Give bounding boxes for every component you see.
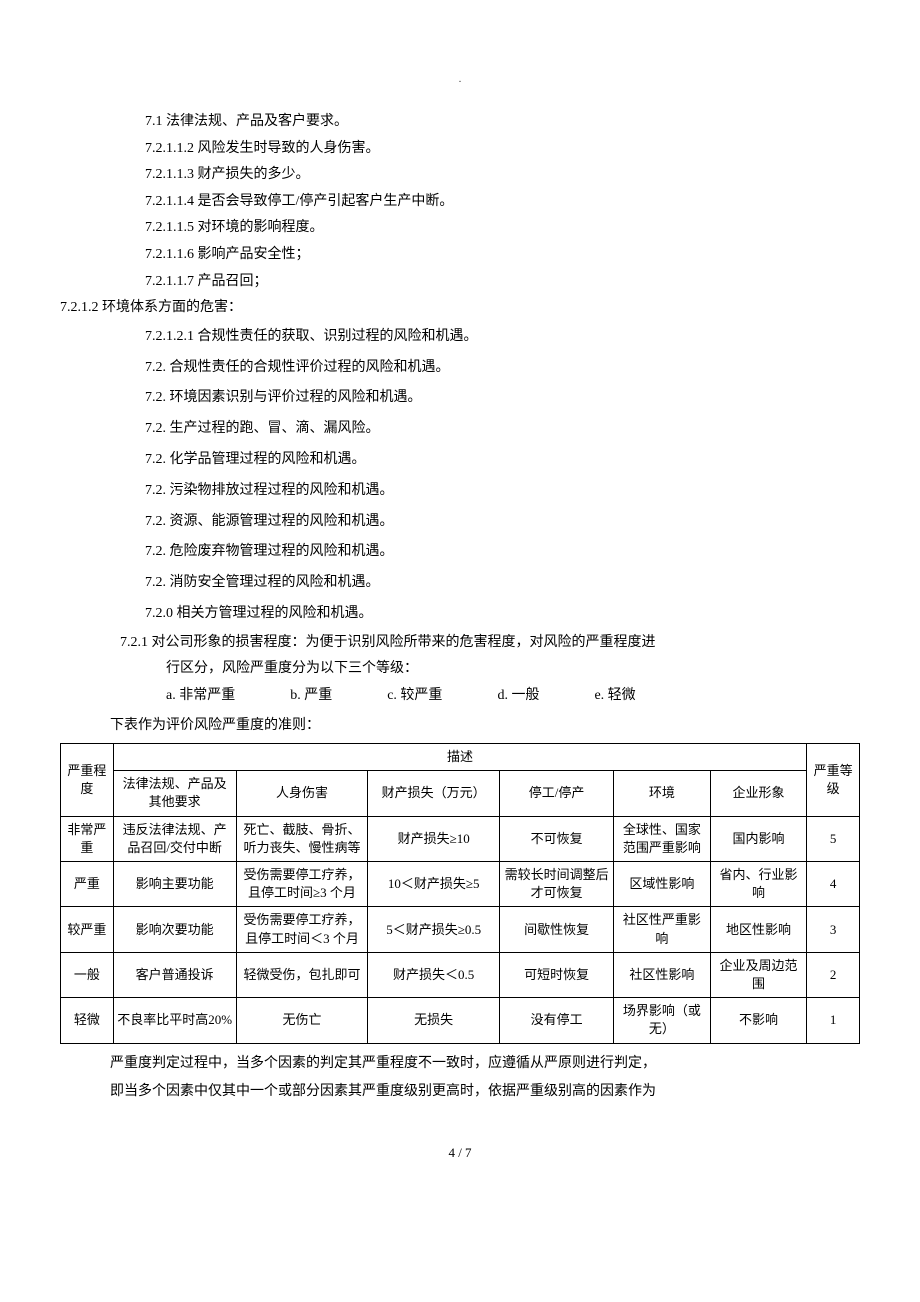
th-severity: 严重程度 xyxy=(61,744,114,817)
cell: 违反法律法规、产品召回/交付中断 xyxy=(113,816,236,861)
table-intro: 下表作为评价风险严重度的准则： xyxy=(110,713,860,740)
cell: 影响主要功能 xyxy=(113,862,236,907)
cell: 轻微 xyxy=(61,998,114,1043)
cell: 10＜财产损失≥5 xyxy=(368,862,500,907)
line-7212-header: 7.2.1.2 环境体系方面的危害： xyxy=(60,295,860,322)
th-desc: 描述 xyxy=(113,744,807,771)
cell: 4 xyxy=(807,862,860,907)
cell: 影响次要功能 xyxy=(113,907,236,952)
line-721-cont: 行区分，风险严重度分为以下三个等级： xyxy=(166,656,860,683)
line-72-resource: 7.2. 资源、能源管理过程的风险和机遇。 xyxy=(145,507,860,538)
line-721: 7.2.1 对公司形象的损害程度：为便于识别风险所带来的危害程度，对风险的严重程… xyxy=(120,630,860,657)
cell: 无伤亡 xyxy=(236,998,368,1043)
post-table-2: 即当多个因素中仅其中一个或部分因素其严重度级别更高时，依据严重级别高的因素作为 xyxy=(110,1078,860,1106)
cell: 社区性影响 xyxy=(614,952,711,997)
cell: 1 xyxy=(807,998,860,1043)
line-72-chemical: 7.2. 化学品管理过程的风险和机遇。 xyxy=(145,445,860,476)
page-number: 4 / 7 xyxy=(60,1141,860,1166)
table-header-row1: 严重程度 描述 严重等级 xyxy=(61,744,860,771)
table-row: 严重 影响主要功能 受伤需要停工疗养，且停工时间≥3 个月 10＜财产损失≥5 … xyxy=(61,862,860,907)
sev-c: c. 较严重 xyxy=(387,683,442,710)
header-mark: . xyxy=(60,70,860,89)
cell: 5 xyxy=(807,816,860,861)
line-71: 7.1 法律法规、产品及客户要求。 xyxy=(145,109,860,136)
cell: 无损失 xyxy=(368,998,500,1043)
cell: 没有停工 xyxy=(500,998,614,1043)
cell: 区域性影响 xyxy=(614,862,711,907)
sev-b: b. 严重 xyxy=(290,683,332,710)
cell: 客户普通投诉 xyxy=(113,952,236,997)
cell: 场界影响（或无） xyxy=(614,998,711,1043)
cell: 一般 xyxy=(61,952,114,997)
table-row: 轻微 不良率比平时高20% 无伤亡 无损失 没有停工 场界影响（或无） 不影响 … xyxy=(61,998,860,1043)
line-72-production: 7.2. 生产过程的跑、冒、滴、漏风险。 xyxy=(145,414,860,445)
line-72-pollution: 7.2. 污染物排放过程过程的风险和机遇。 xyxy=(145,476,860,507)
cell: 严重 xyxy=(61,862,114,907)
table-row: 较严重 影响次要功能 受伤需要停工疗养，且停工时间＜3 个月 5＜财产损失≥0.… xyxy=(61,907,860,952)
table-header-row2: 法律法规、产品及其他要求 人身伤害 财产损失（万元） 停工/停产 环境 企业形象 xyxy=(61,771,860,816)
cell: 间歇性恢复 xyxy=(500,907,614,952)
cell: 财产损失＜0.5 xyxy=(368,952,500,997)
cell: 需较长时间调整后才可恢复 xyxy=(500,862,614,907)
sev-e: e. 轻微 xyxy=(594,683,635,710)
cell: 财产损失≥10 xyxy=(368,816,500,861)
th-injury: 人身伤害 xyxy=(236,771,368,816)
line-72-compliance: 7.2. 合规性责任的合规性评价过程的风险和机遇。 xyxy=(145,353,860,384)
cell: 全球性、国家范围严重影响 xyxy=(614,816,711,861)
th-level: 严重等级 xyxy=(807,744,860,817)
cell: 省内、行业影响 xyxy=(710,862,807,907)
cell: 较严重 xyxy=(61,907,114,952)
cell: 企业及周边范围 xyxy=(710,952,807,997)
line-72114: 7.2.1.1.4 是否会导致停工/停产引起客户生产中断。 xyxy=(145,189,860,216)
line-72-env-factor: 7.2. 环境因素识别与评价过程的风险和机遇。 xyxy=(145,383,860,414)
th-env: 环境 xyxy=(614,771,711,816)
line-72112: 7.2.1.1.2 风险发生时导致的人身伤害。 xyxy=(145,136,860,163)
cell: 2 xyxy=(807,952,860,997)
cell: 可短时恢复 xyxy=(500,952,614,997)
line-72117: 7.2.1.1.7 产品召回； xyxy=(145,269,860,296)
post-table-1: 严重度判定过程中，当多个因素的判定其严重程度不一致时，应遵循从严原则进行判定， xyxy=(110,1050,860,1078)
cell: 5＜财产损失≥0.5 xyxy=(368,907,500,952)
cell: 不可恢复 xyxy=(500,816,614,861)
table-row: 非常严重 违反法律法规、产品召回/交付中断 死亡、截肢、骨折、听力丧失、慢性病等… xyxy=(61,816,860,861)
cell: 受伤需要停工疗养，且停工时间≥3 个月 xyxy=(236,862,368,907)
line-72-hazwaste: 7.2. 危险废弃物管理过程的风险和机遇。 xyxy=(145,537,860,568)
line-720: 7.2.0 相关方管理过程的风险和机遇。 xyxy=(145,599,860,630)
line-72-fire: 7.2. 消防安全管理过程的风险和机遇。 xyxy=(145,568,860,599)
table-row: 一般 客户普通投诉 轻微受伤，包扎即可 财产损失＜0.5 可短时恢复 社区性影响… xyxy=(61,952,860,997)
cell: 轻微受伤，包扎即可 xyxy=(236,952,368,997)
cell: 地区性影响 xyxy=(710,907,807,952)
sev-d: d. 一般 xyxy=(497,683,539,710)
line-72116: 7.2.1.1.6 影响产品安全性； xyxy=(145,242,860,269)
severity-levels: a. 非常严重 b. 严重 c. 较严重 d. 一般 e. 轻微 xyxy=(166,683,860,710)
cell: 不影响 xyxy=(710,998,807,1043)
th-stop: 停工/停产 xyxy=(500,771,614,816)
cell: 受伤需要停工疗养，且停工时间＜3 个月 xyxy=(236,907,368,952)
cell: 死亡、截肢、骨折、听力丧失、慢性病等 xyxy=(236,816,368,861)
line-72121: 7.2.1.2.1 合规性责任的获取、识别过程的风险和机遇。 xyxy=(145,322,860,353)
line-72115: 7.2.1.1.5 对环境的影响程度。 xyxy=(145,215,860,242)
cell: 社区性严重影响 xyxy=(614,907,711,952)
line-72113: 7.2.1.1.3 财产损失的多少。 xyxy=(145,162,860,189)
th-image: 企业形象 xyxy=(710,771,807,816)
cell: 非常严重 xyxy=(61,816,114,861)
cell: 不良率比平时高20% xyxy=(113,998,236,1043)
th-property: 财产损失（万元） xyxy=(368,771,500,816)
cell: 国内影响 xyxy=(710,816,807,861)
cell: 3 xyxy=(807,907,860,952)
th-law: 法律法规、产品及其他要求 xyxy=(113,771,236,816)
sev-a: a. 非常严重 xyxy=(166,683,235,710)
severity-table: 严重程度 描述 严重等级 法律法规、产品及其他要求 人身伤害 财产损失（万元） … xyxy=(60,743,860,1043)
